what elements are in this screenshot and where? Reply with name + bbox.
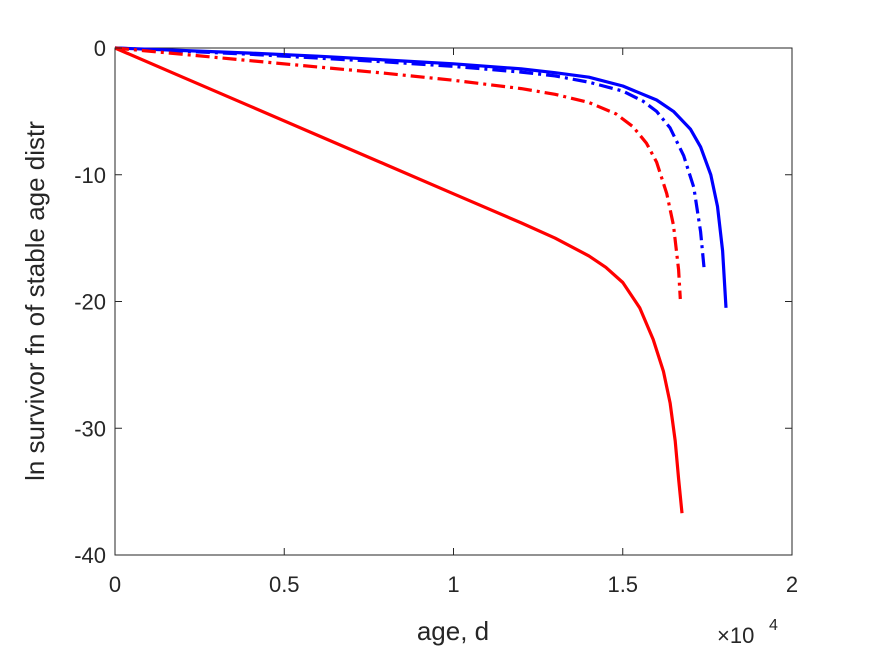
y-tick-label: -10 xyxy=(74,163,106,188)
x-exponent-power: 4 xyxy=(769,617,778,634)
y-axis-label: ln survivor fn of stable age distr xyxy=(20,121,50,481)
series-line-3 xyxy=(114,46,682,300)
y-tick-label: 0 xyxy=(94,36,106,61)
plot-area xyxy=(114,47,793,556)
x-axis-label: age, d xyxy=(417,616,489,646)
series-line-4 xyxy=(114,46,684,514)
series-layer xyxy=(114,46,728,514)
tick-layer: 0 0.5 1 1.5 2 -40 -30 -20 -10 0 xyxy=(74,36,798,597)
series-line-2 xyxy=(114,46,706,268)
y-tick-label: -20 xyxy=(74,290,106,315)
y-tick-label: -40 xyxy=(74,543,106,568)
series-line-1 xyxy=(114,46,728,308)
x-tick-label: 1 xyxy=(447,572,459,597)
y-tick-label: -30 xyxy=(74,416,106,441)
x-tick-label: 1.5 xyxy=(607,572,638,597)
x-exponent-base: ×10 xyxy=(717,623,754,648)
x-tick-label: 0 xyxy=(109,572,121,597)
x-tick-label: 0.5 xyxy=(269,572,300,597)
x-tick-label: 2 xyxy=(786,572,798,597)
x-axis-exponent: ×10 4 xyxy=(717,617,778,648)
